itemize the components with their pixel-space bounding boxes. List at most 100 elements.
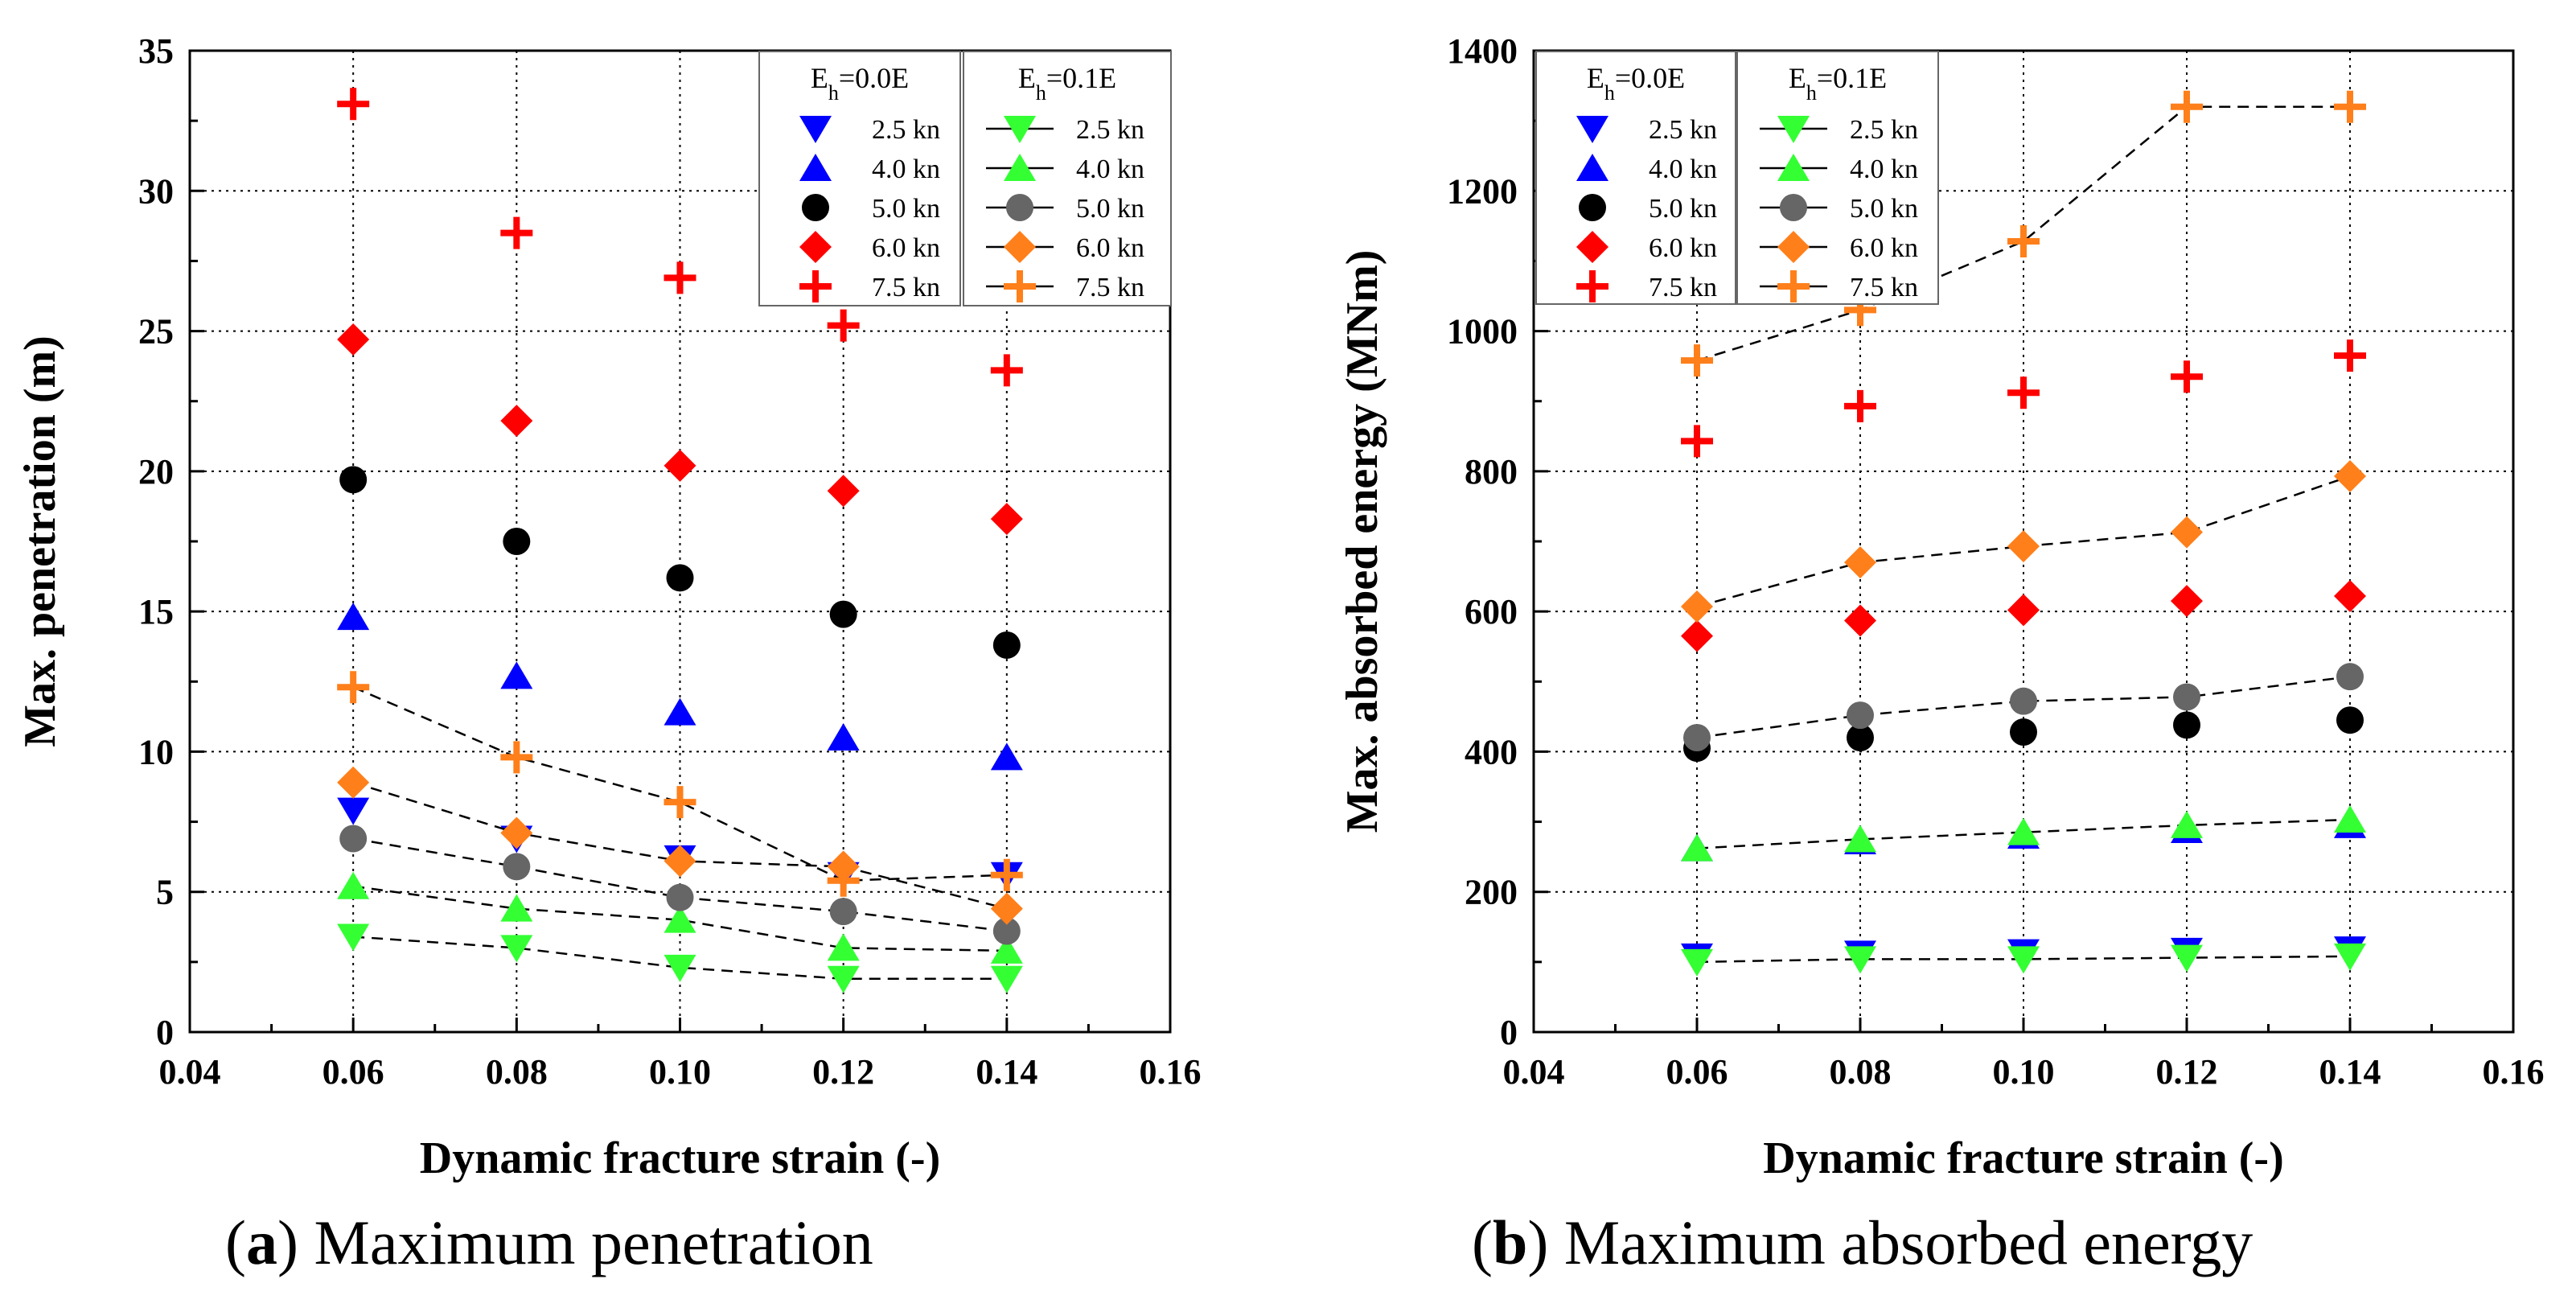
data-point bbox=[500, 405, 533, 438]
series-line bbox=[353, 936, 1007, 981]
series-eh01-2-5-kn bbox=[337, 923, 1023, 993]
legend-marker bbox=[1576, 231, 1608, 263]
data-point bbox=[500, 816, 533, 849]
legend-label: 4.0 kn bbox=[1850, 154, 1918, 184]
data-point bbox=[2173, 711, 2200, 739]
series-line bbox=[1696, 105, 2350, 362]
series-line bbox=[1696, 675, 2351, 739]
data-point bbox=[337, 323, 370, 356]
x-tick-label: 0.06 bbox=[323, 1052, 384, 1092]
series-eh01-4-0-kn bbox=[337, 871, 1023, 964]
legend-box bbox=[1535, 51, 1736, 305]
data-point bbox=[1683, 724, 1711, 751]
data-point bbox=[2171, 360, 2203, 393]
series-eh00-5-0-kn bbox=[339, 466, 1021, 659]
legend-label: 5.0 kn bbox=[1076, 194, 1144, 224]
x-tick-label: 0.10 bbox=[1993, 1052, 2055, 1092]
x-tick-label: 0.04 bbox=[1503, 1052, 1565, 1092]
x-tick-label: 0.10 bbox=[649, 1052, 711, 1092]
y-tick-label: 10 bbox=[138, 732, 174, 771]
data-point bbox=[2007, 594, 2040, 627]
data-point bbox=[339, 466, 368, 494]
data-point bbox=[664, 905, 696, 933]
x-tick-label: 0.12 bbox=[2156, 1052, 2218, 1092]
series-eh01-6-0-kn bbox=[1681, 459, 2366, 623]
legend-marker bbox=[1004, 154, 1036, 181]
series-eh01-5-0-kn bbox=[1683, 663, 2364, 751]
data-point bbox=[1681, 590, 1713, 623]
series-line bbox=[1696, 955, 2351, 964]
data-point bbox=[2334, 579, 2366, 612]
legend-label: 4.0 kn bbox=[872, 154, 940, 184]
data-point bbox=[2007, 225, 2040, 258]
data-point bbox=[337, 923, 370, 952]
legend-marker bbox=[1004, 231, 1036, 263]
legend-box bbox=[1736, 51, 1939, 305]
legend-label: 4.0 kn bbox=[1649, 154, 1717, 184]
legend-label: 5.0 kn bbox=[1850, 194, 1918, 224]
data-point bbox=[1681, 948, 1713, 977]
x-tick-label: 0.04 bbox=[159, 1052, 221, 1092]
data-point bbox=[2007, 530, 2040, 563]
legend-marker bbox=[1777, 231, 1810, 263]
data-point bbox=[1844, 546, 1876, 579]
caption-a-text: Maximum penetration bbox=[314, 1207, 873, 1277]
chart-panel-a: 0.04 0.06 0.08 0.10 0.12 0.14 0.16 0 5 10 15 20 25 30… bbox=[15, 31, 1202, 1183]
data-point bbox=[990, 965, 1023, 993]
series-eh01-7-5-kn bbox=[1681, 90, 2366, 377]
data-point bbox=[2007, 376, 2040, 409]
legend-marker bbox=[799, 231, 832, 263]
x-tick-label: 0.12 bbox=[812, 1052, 874, 1092]
legend-label: 2.5 kn bbox=[872, 115, 940, 145]
legend-title: Eh=0.0E bbox=[1587, 62, 1685, 105]
data-point bbox=[829, 600, 857, 628]
legend-title: Eh=0.1E bbox=[1789, 62, 1887, 105]
data-point bbox=[664, 261, 696, 294]
legend-marker bbox=[1004, 270, 1036, 302]
legend-marker bbox=[1006, 194, 1033, 221]
caption-b-letter: b bbox=[1492, 1207, 1528, 1277]
x-tick-label: 0.08 bbox=[1830, 1052, 1892, 1092]
data-point bbox=[1681, 344, 1713, 377]
legend-marker bbox=[799, 154, 832, 181]
x-tick-label: 0.14 bbox=[976, 1052, 1037, 1092]
data-point bbox=[503, 853, 531, 881]
legend-label: 6.0 kn bbox=[1649, 233, 1717, 263]
data-point bbox=[827, 933, 860, 961]
legend-title: Eh=0.0E bbox=[811, 62, 909, 105]
series-eh01-5-0-kn bbox=[339, 825, 1021, 945]
legend-label: 6.0 kn bbox=[1850, 233, 1918, 263]
data-point bbox=[500, 661, 533, 689]
caption-a: (a) Maximum penetration bbox=[225, 1207, 873, 1277]
legend-label: 4.0 kn bbox=[1076, 154, 1144, 184]
data-point bbox=[2334, 90, 2366, 123]
data-point bbox=[2171, 944, 2203, 973]
legend-label: 2.5 kn bbox=[1076, 115, 1144, 145]
data-point bbox=[2171, 810, 2203, 838]
legend-marker bbox=[1777, 116, 1810, 143]
data-point bbox=[500, 894, 533, 922]
data-point bbox=[2010, 687, 2037, 715]
legend-marker bbox=[1004, 116, 1036, 143]
x-axis-label: Dynamic fracture strain (-) bbox=[1763, 1133, 2283, 1183]
series-eh01-7-5-kn bbox=[337, 671, 1023, 897]
x-tick-label: 0.08 bbox=[486, 1052, 548, 1092]
data-point bbox=[2007, 817, 2040, 845]
legend-marker bbox=[1576, 116, 1608, 143]
series-eh00-7-5-kn bbox=[337, 88, 1023, 387]
x-axis: 0.04 0.06 0.08 0.10 0.12 0.14 0.16 bbox=[159, 1018, 1202, 1092]
data-point bbox=[337, 797, 370, 825]
y-tick-label: 35 bbox=[138, 31, 174, 71]
data-point bbox=[990, 742, 1023, 771]
data-point bbox=[992, 917, 1021, 945]
legend-eh01: Eh=0.1E 2.5 kn 4.0 kn 5.0 kn 6.0 kn 7.5 kn bbox=[1736, 51, 1939, 305]
legend-title: Eh=0.1E bbox=[1018, 62, 1116, 105]
data-point bbox=[990, 354, 1023, 387]
data-point bbox=[827, 864, 860, 897]
caption-b: (b) Maximum absorbed energy bbox=[1472, 1207, 2253, 1277]
data-point bbox=[337, 603, 370, 631]
series-eh00-7-5-kn bbox=[1681, 339, 2366, 458]
caption-a-letter: a bbox=[245, 1207, 277, 1277]
legend-label: 6.0 kn bbox=[872, 233, 940, 263]
